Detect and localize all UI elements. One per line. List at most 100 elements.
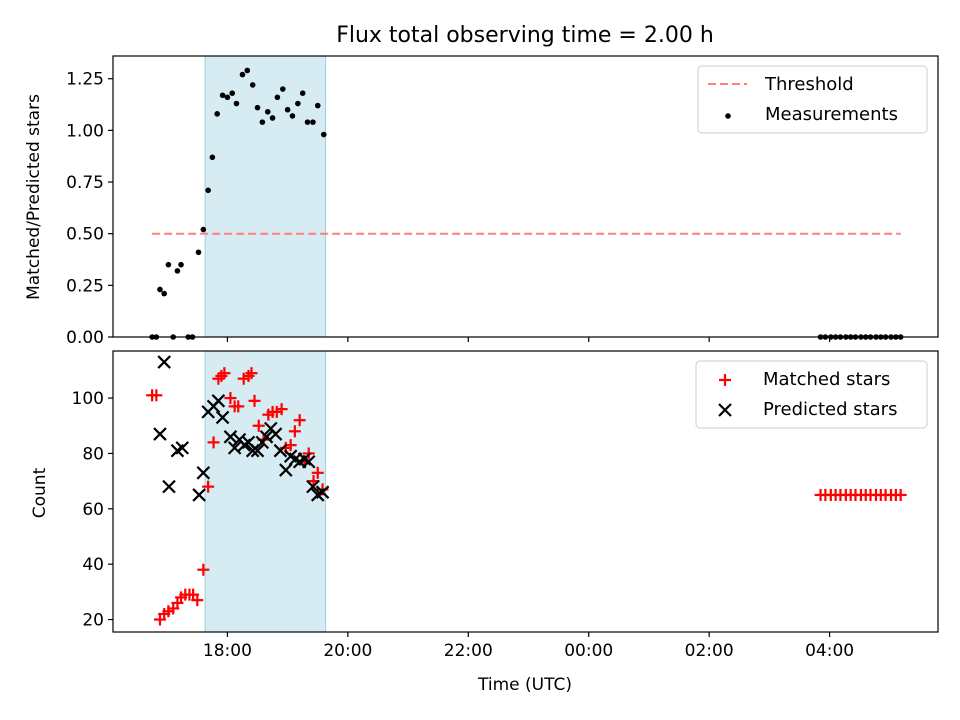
y-tick-label: 0.25 (66, 276, 104, 296)
predicted-star-point (223, 430, 238, 444)
measurement-point (269, 115, 276, 121)
predicted-star-point (259, 430, 274, 444)
predicted-star-point (268, 427, 283, 441)
measurement-point (299, 90, 306, 96)
y-tick-label: 0.00 (66, 328, 104, 348)
predicted-star-point (157, 355, 171, 369)
x-axis-label: Time (UTC) (477, 675, 572, 695)
predicted-star-point (196, 466, 211, 480)
y-tick-label: 100 (72, 389, 104, 409)
measurement-point (209, 154, 216, 161)
measurement-point (174, 268, 181, 274)
measurement-point (195, 249, 202, 256)
top-panel: Flux total observing time = 2.00 h 0.00 0… (24, 23, 939, 348)
measurement-point (274, 94, 281, 101)
observing-window-shade (205, 56, 326, 337)
measurement-point (165, 261, 172, 268)
measurement-point (295, 100, 301, 107)
measurement-point (249, 82, 256, 88)
matched-star-point (245, 367, 258, 380)
measurement-point (214, 111, 220, 117)
matched-legend-label: Matched stars (763, 369, 890, 390)
predicted-star-point (211, 394, 226, 408)
measurement-point (284, 106, 291, 113)
predicted-star-point (301, 454, 316, 469)
measurement-point (304, 119, 311, 125)
top-y-axis-label: Matched/Predicted stars (24, 94, 44, 300)
measurement-point (310, 119, 316, 125)
measurement-point (219, 92, 226, 99)
predicted-star-point (279, 463, 293, 477)
measurements-legend-swatch (725, 113, 731, 119)
matched-star-point (252, 419, 265, 432)
measurement-point (314, 102, 321, 109)
predicted-star-point (315, 485, 330, 499)
predicted-star-point (162, 479, 176, 494)
predicted-star-point (153, 427, 167, 441)
measurement-point (157, 286, 163, 293)
x-tick-label: 04:00 (805, 641, 854, 661)
predicted-legend-label: Predicted stars (763, 399, 897, 420)
measurement-point (254, 104, 261, 111)
y-tick-label: 1.25 (66, 70, 104, 90)
measurement-point (161, 290, 167, 297)
measurement-point (244, 67, 251, 74)
measurement-point (320, 131, 327, 138)
y-tick-label: 40 (82, 555, 104, 575)
y-tick-label: 1.00 (66, 121, 104, 141)
measurement-point (229, 90, 236, 96)
bottom-legend-box (695, 360, 928, 429)
predicted-star-point (215, 410, 230, 425)
y-tick-label: 0.50 (66, 225, 104, 245)
x-tick-label: 22:00 (444, 641, 493, 661)
bottom-y-axis-label: Count (30, 467, 50, 518)
bottom-plot-frame (112, 350, 939, 633)
matched-star-point (894, 488, 907, 501)
x-tick-label: 18:00 (203, 641, 252, 661)
x-tick-label: 02:00 (685, 641, 734, 661)
measurement-point (280, 86, 286, 92)
predicted-star-point (175, 441, 190, 455)
x-tick-label: 20:00 (323, 641, 372, 661)
matched-star-point (197, 563, 210, 576)
measurement-point (289, 113, 296, 119)
y-tick-label: 80 (82, 444, 104, 464)
y-tick-label: 60 (82, 500, 104, 520)
matched-star-point (275, 403, 288, 416)
matched-star-point (288, 425, 301, 438)
predicted-legend-swatch (718, 403, 732, 417)
matched-star-point (202, 480, 215, 493)
y-tick-label: 20 (82, 611, 104, 631)
measurements-legend-label: Measurements (765, 104, 898, 125)
matched-star-point (191, 594, 204, 607)
measurement-point (259, 119, 266, 125)
measurement-point (233, 100, 240, 107)
top-legend-box (697, 65, 928, 134)
matched-star-point (224, 392, 237, 405)
matched-star-point (150, 389, 163, 402)
top-legend: Threshold Measurements (697, 65, 928, 134)
threshold-legend-label: Threshold (764, 74, 854, 95)
matched-star-point (293, 414, 306, 427)
matched-star-point (207, 436, 220, 449)
matched-star-point (248, 394, 261, 407)
matched-star-point (311, 466, 324, 479)
measurement-point (239, 71, 246, 78)
predicted-star-point (250, 443, 265, 458)
matched-star-point (218, 367, 231, 380)
bottom-panel: 18:00 20:00 22:00 00:00 02:00 04:00 20 40 60 80 1… (30, 350, 939, 695)
matched-legend-swatch (719, 374, 731, 386)
matched-star-point (232, 400, 245, 413)
chart-title: Flux total observing time = 2.00 h (336, 23, 714, 48)
measurement-point (205, 187, 211, 194)
measurement-point (200, 226, 207, 233)
predicted-star-point (192, 488, 206, 502)
y-tick-label: 0.75 (66, 173, 104, 193)
measurement-point (264, 108, 271, 115)
bottom-legend: Matched stars Predicted stars (695, 360, 928, 429)
top-plot-frame (112, 55, 939, 338)
predicted-star-point (306, 479, 320, 494)
measurement-point (178, 261, 184, 268)
measurement-point (224, 94, 231, 101)
